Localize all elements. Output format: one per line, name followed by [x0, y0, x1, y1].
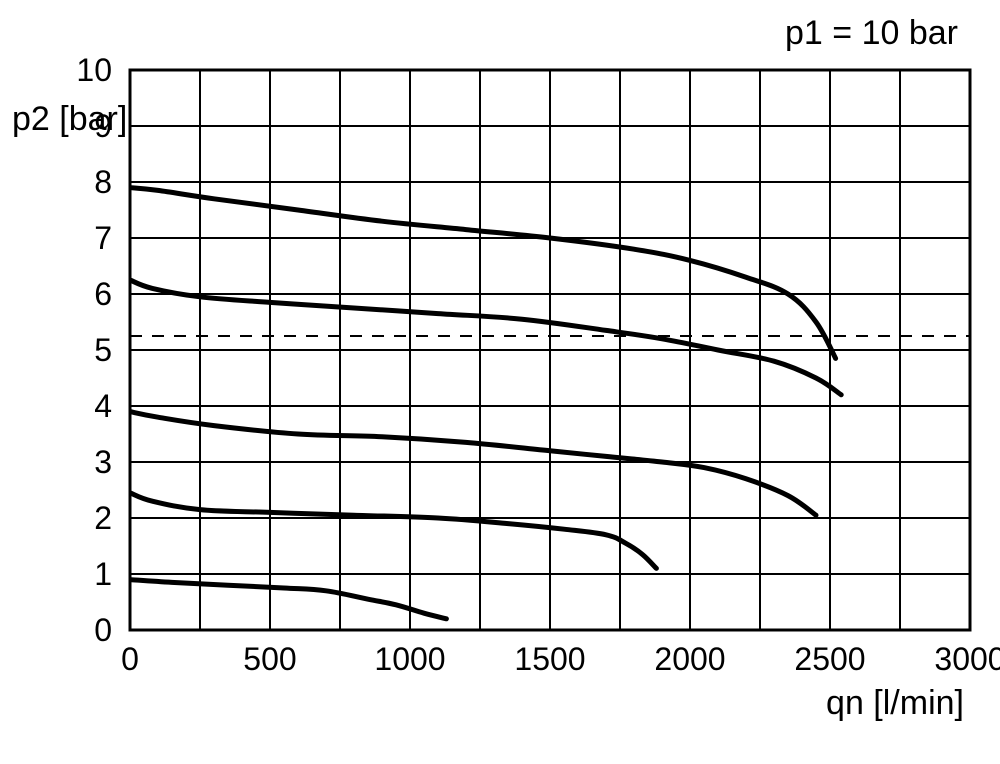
x-tick-label: 500: [243, 641, 296, 677]
chart-svg: 050010001500200025003000012345678910qn […: [0, 0, 1000, 764]
y-tick-label: 6: [94, 276, 112, 312]
y-tick-label: 3: [94, 444, 112, 480]
y-tick-label: 8: [94, 164, 112, 200]
x-axis-label: qn [l/min]: [826, 684, 964, 722]
x-tick-label: 0: [121, 641, 139, 677]
x-tick-label: 1500: [514, 641, 585, 677]
x-tick-label: 3000: [934, 641, 1000, 677]
y-tick-label: 4: [94, 388, 112, 424]
y-tick-label: 1: [94, 556, 112, 592]
flow-pressure-chart: 050010001500200025003000012345678910qn […: [0, 0, 1000, 764]
y-tick-label: 0: [94, 612, 112, 648]
x-tick-label: 2500: [794, 641, 865, 677]
y-tick-label: 10: [76, 52, 112, 88]
y-tick-label: 7: [94, 220, 112, 256]
x-tick-label: 1000: [374, 641, 445, 677]
y-tick-label: 5: [94, 332, 112, 368]
x-tick-label: 2000: [654, 641, 725, 677]
y-axis-label: p2 [bar]: [12, 100, 127, 138]
y-tick-label: 2: [94, 500, 112, 536]
header-label: p1 = 10 bar: [785, 14, 958, 52]
